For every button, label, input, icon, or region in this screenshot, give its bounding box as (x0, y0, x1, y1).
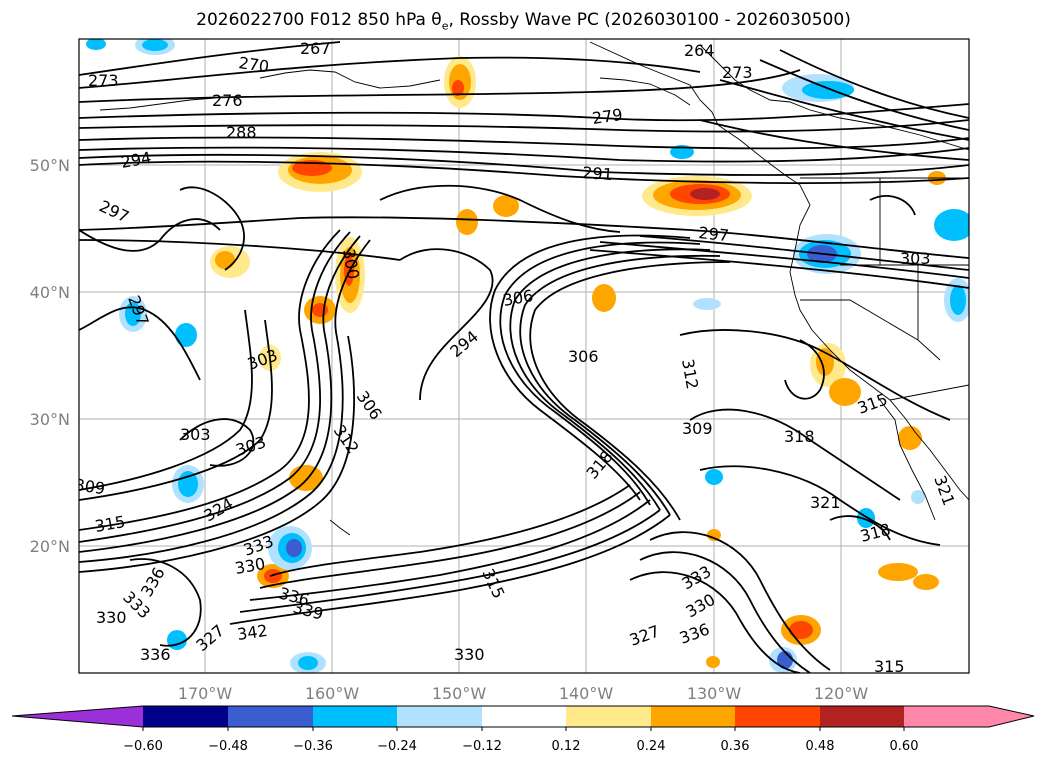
anomaly-patch (86, 39, 106, 50)
colorbar-segment (397, 706, 482, 727)
contour-label: 330 (96, 608, 127, 627)
anomaly-patch (934, 209, 969, 241)
contour-label: 309 (682, 419, 713, 438)
anomaly-patch (802, 81, 854, 99)
anomaly-patch (264, 569, 282, 583)
anomaly-patch (215, 251, 235, 269)
anomaly-patch (693, 298, 721, 310)
colorbar-tick-label: −0.60 (123, 739, 163, 754)
contour-label: 309 (73, 475, 106, 498)
colorbar-tick-label: −0.36 (293, 739, 333, 754)
colorbar-tick-label: −0.48 (208, 739, 248, 754)
colorbar-tick-labels: −0.60 −0.48 −0.36 −0.24 −0.12 0.12 0.24 … (123, 739, 918, 754)
lat-label: 40°N (30, 283, 70, 302)
plot-area: 273 267 270 276 288 294 297 264 273 279 … (73, 39, 969, 676)
contour-label: 336 (140, 645, 171, 664)
lat-label: 30°N (30, 410, 70, 429)
contour-label: 318 (784, 427, 815, 446)
lat-label: 20°N (30, 537, 70, 556)
latitude-labels: 50°N 40°N 30°N 20°N (30, 156, 70, 556)
anomaly-patch (911, 490, 925, 504)
contour-label: 276 (212, 91, 243, 110)
anomaly-patch (829, 378, 861, 406)
colorbar-tick-label: 0.24 (637, 739, 666, 754)
contour-label: 288 (226, 123, 257, 142)
lon-label: 130°W (687, 684, 742, 703)
anomaly-patch (456, 209, 478, 235)
colorbar-segment (143, 706, 228, 727)
map-title: 2026022700 F012 850 hPa θe, Rossby Wave … (196, 10, 851, 33)
colorbar-tick-label: 0.60 (890, 739, 919, 754)
colorbar-segment (904, 706, 989, 727)
colorbar-segment (735, 706, 820, 727)
lon-label: 140°W (559, 684, 614, 703)
colorbar-ticks (142, 727, 905, 731)
longitude-labels: 170°W 160°W 150°W 140°W 130°W 120°W (178, 684, 869, 703)
contour-label: 273 (722, 63, 753, 82)
anomaly-patch (175, 323, 197, 347)
contour-label: 267 (300, 39, 331, 58)
anomaly-patch (142, 39, 168, 51)
colorbar-tick-label: −0.12 (462, 739, 502, 754)
colorbar-tick-label: −0.24 (377, 739, 417, 754)
contour-label: 342 (236, 621, 269, 644)
lat-label: 50°N (30, 156, 70, 175)
contour-label: 264 (684, 41, 715, 60)
contour-label: 291 (582, 163, 614, 184)
anomaly-patch (706, 656, 720, 668)
colorbar-extend-low (12, 706, 143, 727)
contour-label: 303 (180, 425, 211, 444)
contour-label: 297 (698, 223, 730, 245)
contour-label: 306 (568, 347, 599, 366)
colorbar-segment (228, 706, 313, 727)
anomaly-patch (493, 195, 519, 217)
contour-label: 315 (874, 657, 905, 676)
colorbar-segment (820, 706, 904, 727)
contour-label: 279 (591, 105, 624, 128)
lon-label: 160°W (305, 684, 360, 703)
anomaly-patch (298, 656, 318, 670)
colorbar-segment (313, 706, 397, 727)
anomaly-patch (452, 80, 464, 96)
colorbar-tick-label: 0.36 (721, 739, 750, 754)
contour-label: 330 (454, 645, 485, 664)
colorbar: −0.60 −0.48 −0.36 −0.24 −0.12 0.12 0.24 … (11, 705, 1035, 754)
anomaly-patch (690, 188, 720, 200)
contour-label: 273 (88, 71, 119, 90)
plot-frame (78, 38, 970, 674)
anomaly-patch (592, 284, 616, 312)
theta-e-contours (79, 41, 969, 673)
colorbar-extend-high (989, 706, 1034, 727)
contour-label: 303 (900, 249, 931, 268)
anomaly-patch (312, 303, 328, 317)
anomaly-patch (789, 621, 813, 639)
colorbar-tick-label: 0.48 (806, 739, 835, 754)
anomaly-patch (707, 529, 721, 541)
contour-label: 270 (237, 53, 270, 76)
anomaly-patch (898, 426, 922, 450)
colorbar-segment (566, 706, 651, 727)
anomaly-patch (878, 563, 918, 581)
contour-label: 321 (810, 493, 841, 512)
lon-label: 120°W (814, 684, 869, 703)
colorbar-tick-label: 0.12 (552, 739, 581, 754)
anomaly-patch (913, 574, 939, 590)
colorbar-segment (651, 706, 735, 727)
colorbar-segment (482, 706, 566, 727)
lon-label: 150°W (432, 684, 487, 703)
anomaly-patch (950, 285, 966, 315)
anomaly-patch (705, 469, 723, 485)
lon-label: 170°W (178, 684, 233, 703)
anomaly-patch (286, 539, 302, 557)
